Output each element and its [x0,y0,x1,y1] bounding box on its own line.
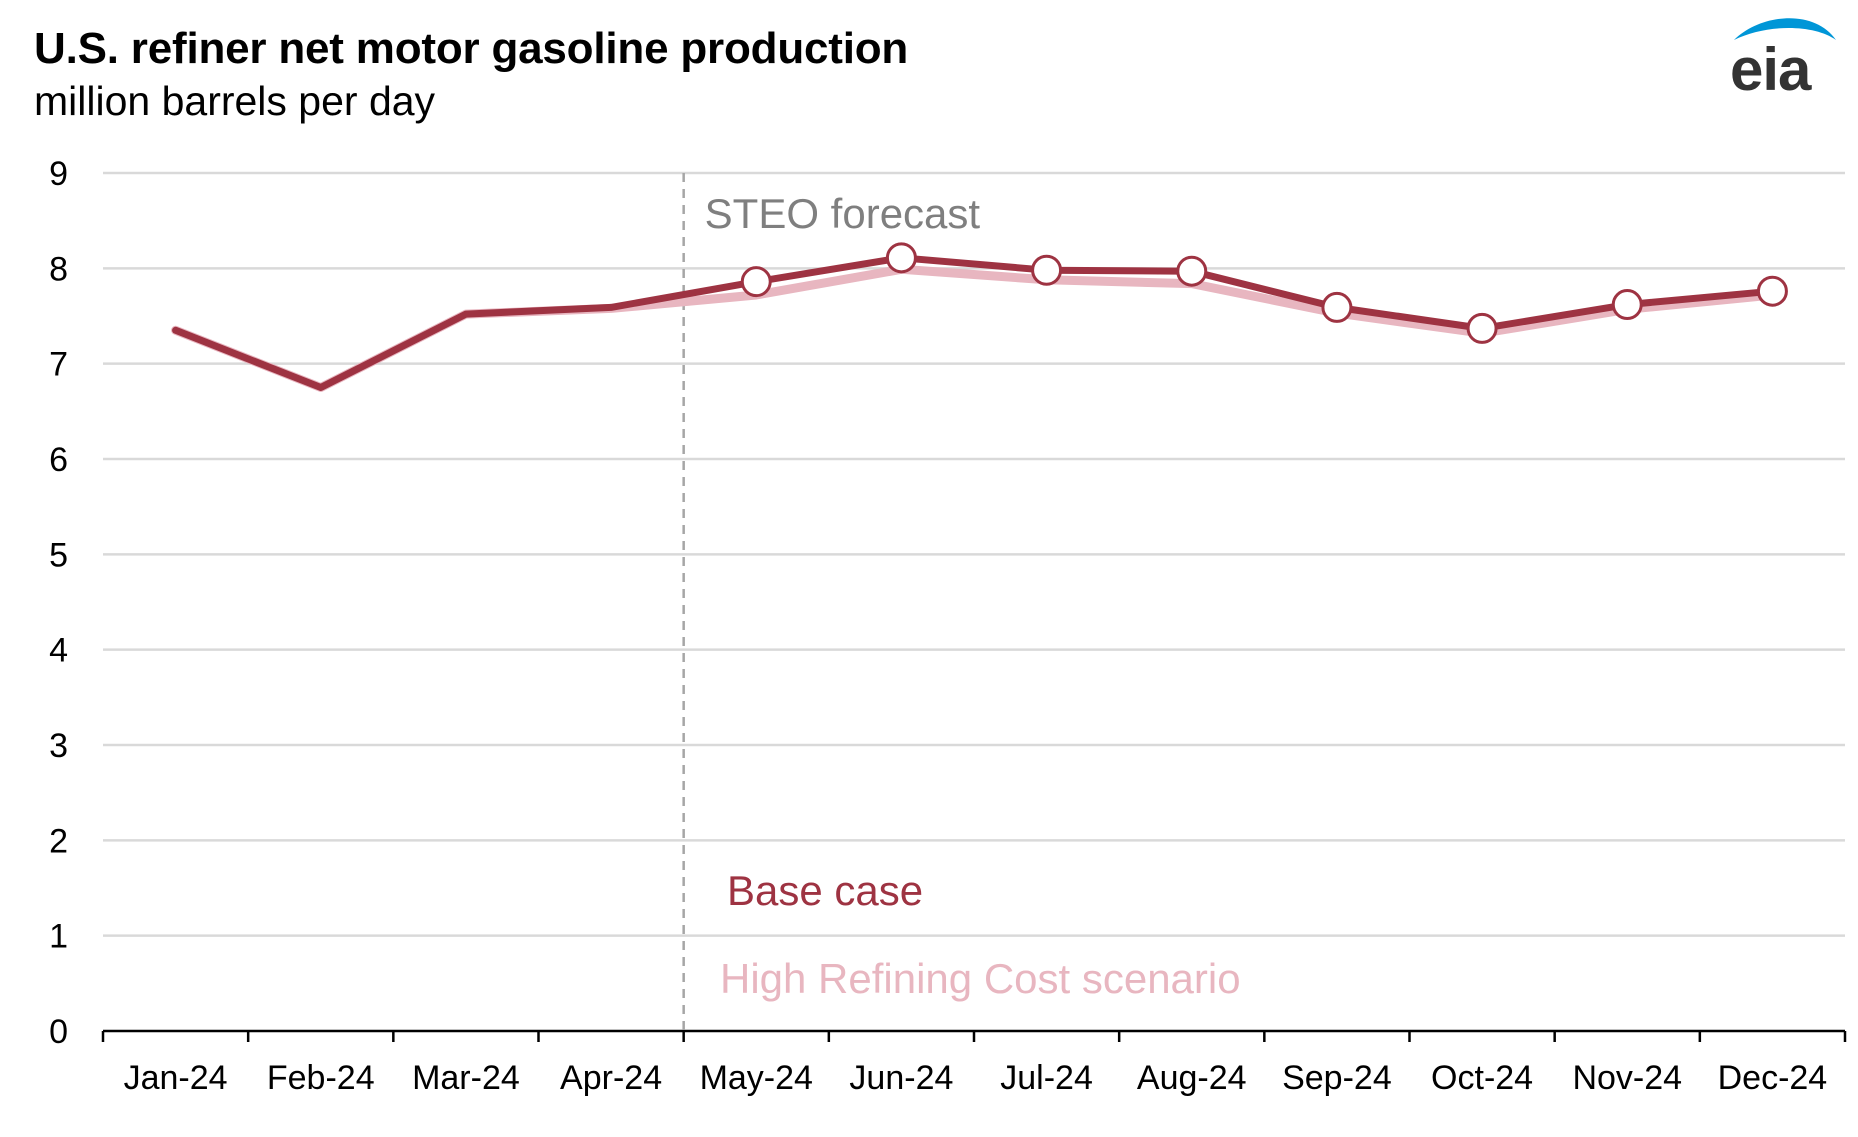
legend-label-base-case: Base case [727,867,923,914]
x-tick-label: Nov-24 [1572,1059,1682,1097]
chart-subtitle: million barrels per day [34,78,436,124]
x-tick-label: Jul-24 [1000,1059,1093,1097]
data-point-base-case [1321,291,1353,323]
y-axis-tick-labels: 0 1 2 3 4 5 6 7 8 9 [49,155,68,1051]
y-tick-label: 0 [49,1013,68,1051]
data-point-base-case [1176,255,1208,287]
x-tick-label: Mar-24 [412,1059,520,1097]
x-axis [101,1029,1847,1042]
x-axis-tick-labels: Jan-24 Feb-24 Mar-24 Apr-24 May-24 Jun-24 Jul-… [124,1059,1828,1097]
x-tick-label: Aug-24 [1137,1059,1247,1097]
x-tick-label: Jun-24 [849,1059,953,1097]
series-line-high-refining-cost [171,264,1777,392]
y-tick-label: 7 [49,346,68,384]
y-tick-label: 6 [49,441,68,479]
legend-label-high-refining-cost: High Refining Cost scenario [720,955,1241,1002]
y-tick-label: 5 [49,536,68,574]
x-tick-label: May-24 [700,1059,813,1097]
data-point-base-case [1031,254,1063,286]
data-point-base-case [1466,312,1498,344]
eia-logo: eia [1722,10,1844,100]
x-tick-label: Dec-24 [1718,1059,1828,1097]
x-tick-label: Feb-24 [267,1059,375,1097]
eia-logo-text: eia [1730,36,1811,103]
x-tick-label: Oct-24 [1431,1059,1533,1097]
y-tick-label: 1 [49,918,68,956]
legend: Base case High Refining Cost scenario [720,867,1241,1002]
chart-title: U.S. refiner net motor gasoline producti… [34,24,909,73]
x-tick-label: Jan-24 [124,1059,228,1097]
series-lines [171,254,1777,392]
x-tick-label: Apr-24 [560,1059,662,1097]
series-markers [740,242,1788,344]
y-tick-label: 9 [49,155,68,193]
y-tick-label: 4 [49,632,68,670]
y-tick-label: 2 [49,822,68,860]
data-point-base-case [740,266,772,298]
gridlines [103,171,1845,937]
series-line-base-case [172,254,1776,391]
eia-swoosh-icon [1734,18,1836,40]
data-point-base-case [885,242,917,274]
forecast-divider: STEO forecast [682,173,981,1031]
data-point-base-case [1611,289,1643,321]
data-point-base-case [1756,275,1788,307]
forecast-annotation: STEO forecast [705,190,981,237]
y-tick-label: 3 [49,727,68,765]
x-tick-label: Sep-24 [1282,1059,1392,1097]
y-tick-label: 8 [49,250,68,288]
